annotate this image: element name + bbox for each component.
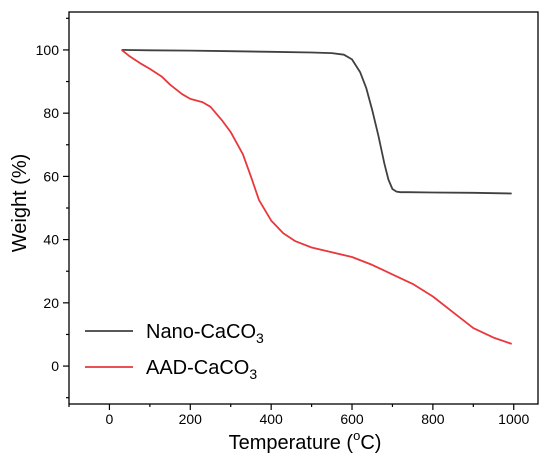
x-tick-label: 400 <box>259 411 283 427</box>
x-tick-label: 600 <box>340 411 364 427</box>
legend: Nano-CaCO3 AAD-CaCO3 <box>85 321 264 382</box>
y-axis-title: Weight (%) <box>9 154 31 253</box>
series-line-nano-caco3 <box>121 49 512 195</box>
plot-frame <box>68 11 539 405</box>
legend-label: Nano-CaCO3 <box>146 321 264 346</box>
x-tick-label: 800 <box>421 411 445 427</box>
x-tick-label: 1000 <box>498 411 529 427</box>
x-axis-title-superscript: o <box>353 428 360 443</box>
series-line-aad-caco3 <box>121 49 512 345</box>
legend-label: AAD-CaCO3 <box>146 357 257 382</box>
y-tick-label: 60 <box>43 168 59 184</box>
y-tick-label: 100 <box>36 42 60 58</box>
y-tick-label: 80 <box>43 105 59 121</box>
y-tick-label: 20 <box>43 295 59 311</box>
x-axis-title-unit: C) <box>360 432 381 454</box>
x-tick-label: 0 <box>106 411 114 427</box>
y-tick-label: 40 <box>43 232 59 248</box>
series-lines <box>121 49 512 345</box>
axis-ticks: 0 200 400 600 800 1000 0 20 40 60 80 100 <box>36 17 530 427</box>
x-tick-label: 200 <box>179 411 203 427</box>
x-axis-title: Temperature (oC) <box>229 428 382 454</box>
y-tick-label: 0 <box>51 358 59 374</box>
